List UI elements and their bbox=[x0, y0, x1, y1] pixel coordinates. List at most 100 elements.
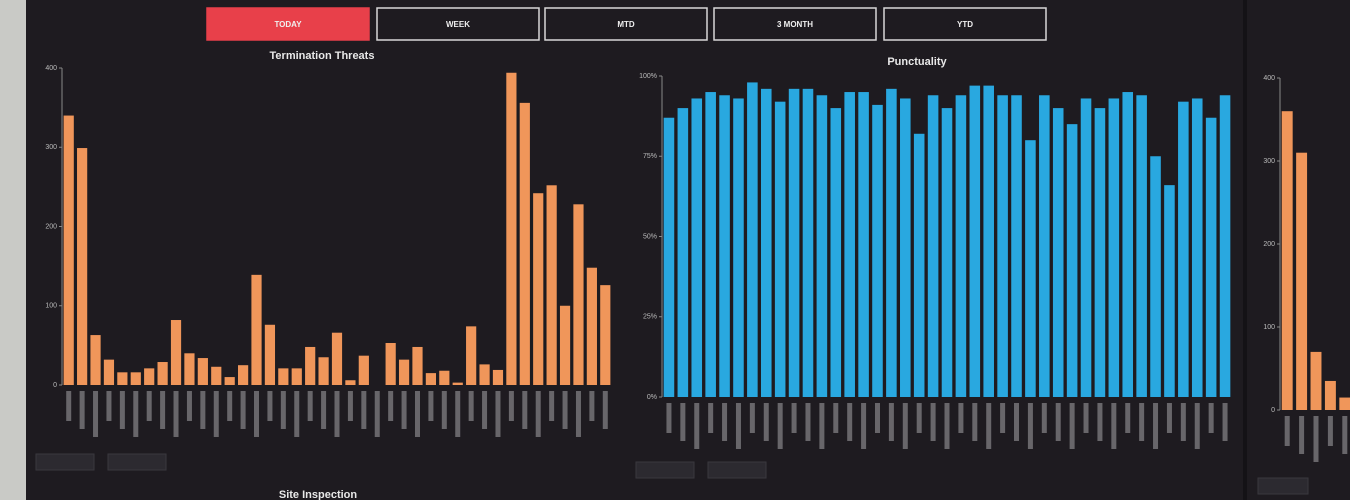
button[interactable] bbox=[206, 7, 370, 41]
bar bbox=[1080, 98, 1092, 397]
bar bbox=[197, 358, 208, 385]
x-label-placeholder bbox=[819, 403, 825, 449]
x-label-placeholder bbox=[508, 391, 514, 421]
button[interactable] bbox=[713, 7, 877, 41]
y-tick-label: 100% bbox=[639, 73, 657, 80]
x-label-placeholder bbox=[200, 391, 206, 429]
bar bbox=[358, 355, 369, 385]
bar bbox=[677, 108, 689, 397]
bar bbox=[1039, 95, 1050, 397]
bar bbox=[130, 372, 141, 385]
x-label-placeholder bbox=[1194, 403, 1200, 449]
x-label-placeholder bbox=[888, 403, 894, 441]
x-label-placeholder bbox=[1284, 416, 1290, 446]
dropdown[interactable] bbox=[107, 453, 167, 471]
x-label-placeholder bbox=[468, 391, 474, 421]
bar bbox=[1324, 380, 1336, 410]
x-label-placeholder bbox=[294, 391, 300, 437]
x-label-placeholder bbox=[1069, 403, 1075, 449]
x-label-placeholder bbox=[666, 403, 672, 433]
bar bbox=[788, 88, 800, 397]
x-label-placeholder bbox=[861, 403, 867, 449]
y-tick-label: 400 bbox=[1263, 75, 1275, 82]
x-label-placeholder bbox=[307, 391, 313, 421]
bar bbox=[1296, 152, 1308, 410]
y-tick-label: 0 bbox=[53, 382, 57, 389]
x-label-placeholder bbox=[414, 391, 420, 437]
x-label-placeholder bbox=[916, 403, 922, 433]
chart-title: Termination Threats bbox=[270, 50, 375, 62]
bar bbox=[1094, 108, 1106, 397]
bar bbox=[886, 88, 897, 397]
bar bbox=[941, 108, 953, 397]
x-label-placeholder bbox=[549, 391, 555, 421]
dropdown[interactable] bbox=[635, 461, 695, 479]
y-tick-label: 100 bbox=[45, 303, 57, 310]
x-label-placeholder bbox=[482, 391, 488, 429]
x-label-placeholder bbox=[735, 403, 741, 449]
bar bbox=[1219, 95, 1231, 397]
x-label-placeholder bbox=[602, 391, 608, 429]
bar bbox=[278, 368, 289, 385]
y-tick-label: 0% bbox=[647, 394, 657, 401]
bar bbox=[466, 326, 477, 385]
bar bbox=[425, 373, 436, 385]
x-label-placeholder bbox=[1342, 416, 1348, 454]
x-label-placeholder bbox=[1299, 416, 1305, 454]
bar bbox=[733, 98, 744, 397]
bar bbox=[224, 377, 235, 385]
x-label-placeholder bbox=[902, 403, 908, 449]
dropdown[interactable] bbox=[35, 453, 95, 471]
section-title: Site Inspection bbox=[279, 489, 358, 500]
bar bbox=[586, 267, 597, 385]
dropdown[interactable] bbox=[1257, 477, 1309, 495]
y-tick-label: 400 bbox=[45, 65, 57, 72]
bar bbox=[1066, 124, 1078, 398]
bar bbox=[1122, 92, 1134, 398]
y-tick-label: 300 bbox=[1263, 158, 1275, 165]
bar bbox=[492, 369, 504, 385]
button[interactable] bbox=[883, 7, 1047, 41]
bar bbox=[1281, 111, 1293, 410]
x-label-placeholder bbox=[1041, 403, 1047, 433]
x-label-placeholder bbox=[522, 391, 528, 429]
bar bbox=[997, 95, 1008, 397]
x-label-placeholder bbox=[388, 391, 394, 421]
x-label-placeholder bbox=[347, 391, 353, 421]
bar bbox=[900, 98, 911, 397]
x-label-placeholder bbox=[1180, 403, 1186, 441]
x-label-placeholder bbox=[1166, 403, 1172, 433]
bar bbox=[600, 285, 611, 385]
bar bbox=[103, 359, 115, 385]
x-label-placeholder bbox=[441, 391, 447, 429]
bar bbox=[1150, 156, 1161, 397]
bar bbox=[913, 133, 925, 397]
x-label-placeholder bbox=[805, 403, 811, 441]
bar bbox=[1108, 98, 1120, 397]
button[interactable] bbox=[544, 7, 708, 41]
bar bbox=[398, 359, 410, 385]
y-tick-label: 200 bbox=[1263, 241, 1275, 248]
x-label-placeholder bbox=[374, 391, 380, 437]
bar bbox=[1310, 351, 1322, 410]
bar bbox=[144, 368, 155, 385]
y-tick-label: 100 bbox=[1263, 324, 1275, 331]
divider bbox=[1243, 0, 1247, 500]
bar bbox=[1011, 95, 1022, 397]
x-label-placeholder bbox=[777, 403, 783, 449]
x-label-placeholder bbox=[1014, 403, 1020, 441]
y-tick-label: 200 bbox=[45, 223, 57, 230]
button-label: 3 MONTH bbox=[777, 20, 813, 29]
dropdown[interactable] bbox=[707, 461, 767, 479]
bar bbox=[1205, 117, 1217, 397]
x-label-placeholder bbox=[1125, 403, 1131, 433]
bar bbox=[63, 115, 74, 386]
bar bbox=[830, 108, 842, 397]
bar bbox=[858, 92, 869, 398]
bar bbox=[927, 95, 939, 397]
x-label-placeholder bbox=[267, 391, 273, 421]
button[interactable] bbox=[376, 7, 540, 41]
bar bbox=[969, 85, 981, 397]
bar bbox=[305, 346, 316, 385]
bar bbox=[251, 274, 262, 385]
